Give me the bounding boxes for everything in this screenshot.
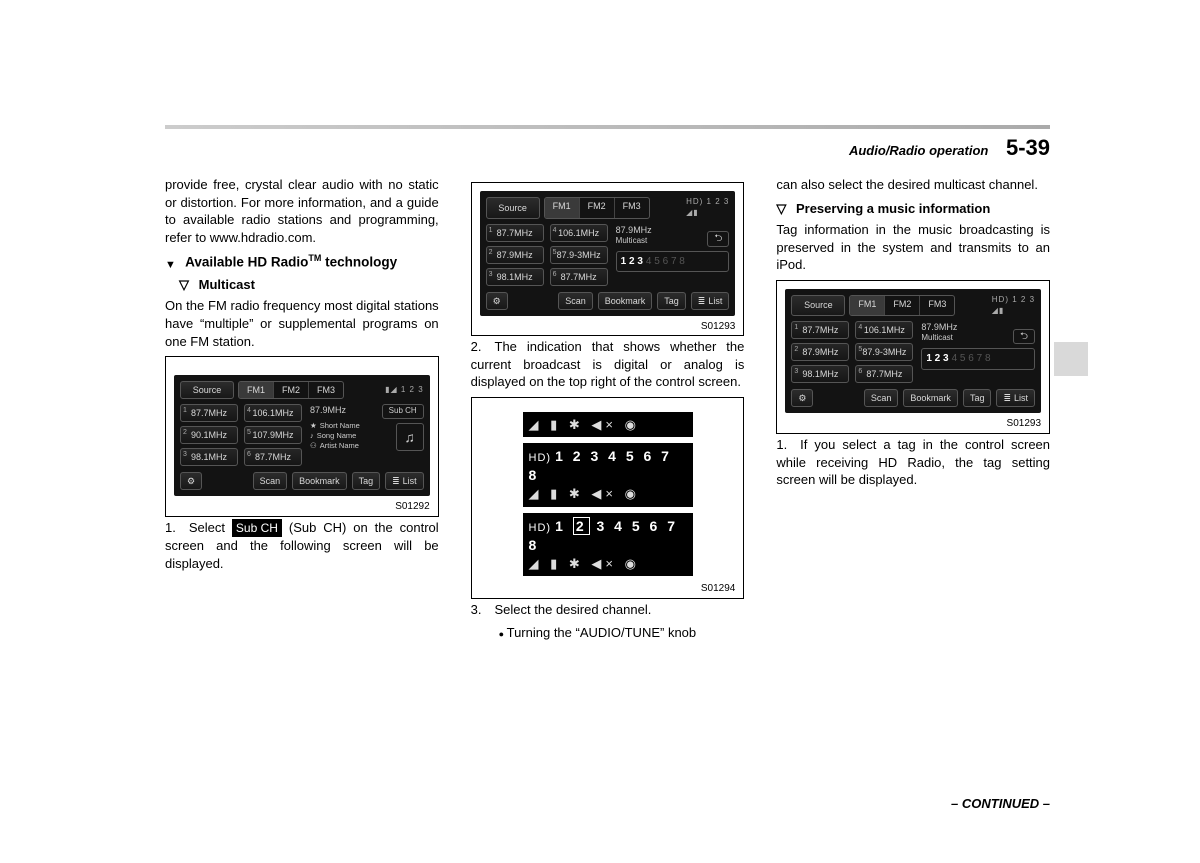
radio-screenshot-2: Source FM1 FM2 FM3 HD) 1 2 3◢▮ 187.7MHz … <box>480 191 736 316</box>
figure-radio-subch: Source FM1 FM2 FM3 ▮◢ 1 2 3 187.7MHz 290… <box>165 356 439 517</box>
hd-channels: 1 2 3 4 5 6 7 8 <box>529 448 672 483</box>
figure-radio-multicast-2: Source FM1 FM2 FM3 HD) 1 2 3◢▮ 187.7MHz … <box>776 280 1050 434</box>
step-3-bullets: Turning the “AUDIO/TUNE” knob <box>471 624 745 642</box>
song-name: ♪Song Name <box>310 431 390 441</box>
triangle-open-icon-2: ▽ <box>776 201 786 216</box>
triangle-open-icon: ▽ <box>179 277 189 292</box>
preset-6: 687.7MHz <box>244 448 302 466</box>
figure-radio-multicast: Source FM1 FM2 FM3 HD) 1 2 3◢▮ 187.7MHz … <box>471 182 745 336</box>
list-icon-2: ≣ <box>698 295 706 307</box>
content-columns: provide free, crystal clear audio with n… <box>165 176 1050 642</box>
heading-text-post: technology <box>321 255 397 270</box>
person-icon: ⚇ <box>310 441 317 451</box>
heading-preserving: ▽ Preserving a music information <box>776 200 1050 218</box>
music-icon: ♫ <box>396 423 424 451</box>
preserve-body: Tag information in the music broadcastin… <box>776 221 1050 274</box>
figure-status-indicators: ◢ ▮ ✱ ◀× ◉ HD) 1 2 3 4 5 6 7 8 ◢ ▮ ✱ ◀× … <box>471 397 745 599</box>
page-number: 5-39 <box>1006 135 1050 160</box>
tab-fm3: FM3 <box>309 382 343 398</box>
tab-fm1: FM1 <box>239 382 274 398</box>
artist-name: ⚇Artist Name <box>310 441 390 451</box>
multicast-body: On the FM radio frequency most digital s… <box>165 297 439 350</box>
back-button: ⮌ <box>707 231 729 247</box>
band-tabs: FM1 FM2 FM3 <box>238 381 344 399</box>
column-2: Source FM1 FM2 FM3 HD) 1 2 3◢▮ 187.7MHz … <box>471 176 745 642</box>
figure-code-1: S01292 <box>174 500 430 514</box>
triangle-icon: ▼ <box>165 258 176 273</box>
heading-text-pre: Available HD Radio <box>185 255 308 270</box>
settings-button-2: ⚙ <box>486 292 508 310</box>
preset-5: 5107.9MHz <box>244 426 302 444</box>
status-row-3: HD) 1 2 3 4 5 6 7 8 ◢ ▮ ✱ ◀× ◉ <box>523 513 693 576</box>
preset-4: 4106.1MHz <box>244 404 302 422</box>
tab-fm2: FM2 <box>274 382 309 398</box>
status-icons: ▮◢ 1 2 3 <box>385 381 424 399</box>
tag-button: Tag <box>352 472 381 490</box>
step-1-text: 1. Select Sub CH (Sub CH) on the control… <box>165 519 439 572</box>
radio-screenshot-1: Source FM1 FM2 FM3 ▮◢ 1 2 3 187.7MHz 290… <box>174 375 430 496</box>
subch-button: Sub CH <box>382 404 424 419</box>
list-button: ≣List <box>385 472 424 490</box>
tm-mark: TM <box>308 253 321 263</box>
page-header: Audio/Radio operation 5-39 <box>849 135 1050 161</box>
subch-inline-button: Sub CH <box>232 519 282 537</box>
status-icons-2: HD) 1 2 3◢▮ <box>686 197 729 219</box>
multicast-channels: 1 2 3 4 5 6 7 8 <box>616 251 730 273</box>
source-button-2: Source <box>486 197 540 219</box>
step-2-text: 2. The indication that shows whether the… <box>471 338 745 391</box>
step-3-text: 3. Select the desired channel. <box>471 601 745 619</box>
col3-step-1: 1. If you select a tag in the control sc… <box>776 436 1050 489</box>
bullet-audio-tune: Turning the “AUDIO/TUNE” knob <box>499 624 745 642</box>
list-icon: ≣ <box>392 475 400 487</box>
note-icon-small: ♪ <box>310 431 314 441</box>
figure-code-4: S01293 <box>785 417 1041 431</box>
heading-multicast-text: Multicast <box>199 277 255 292</box>
short-name: ★Short Name <box>310 421 390 431</box>
bookmark-button: Bookmark <box>292 472 347 490</box>
heading-preserving-text: Preserving a music information <box>796 201 990 216</box>
section-title: Audio/Radio operation <box>849 143 988 158</box>
continued-label: – CONTINUED – <box>951 796 1050 811</box>
figure-code-3: S01294 <box>480 582 736 596</box>
now-playing-info-2: 87.9MHz Multicast ⮌ 1 2 3 4 5 6 7 8 <box>614 224 730 286</box>
status-row-1: ◢ ▮ ✱ ◀× ◉ <box>523 412 693 438</box>
thumb-tab <box>1054 342 1088 376</box>
intro-paragraph: provide free, crystal clear audio with n… <box>165 176 439 246</box>
column-1: provide free, crystal clear audio with n… <box>165 176 439 642</box>
leadin-text: can also select the desired multicast ch… <box>776 176 1050 194</box>
back-button-2: ⮌ <box>1013 329 1035 345</box>
figure-code-2: S01293 <box>480 320 736 334</box>
hd-badge-2: HD) <box>529 522 552 534</box>
now-playing-info: 87.9MHz Sub CH ★Short Name ♪Song Name ⚇A… <box>308 404 424 466</box>
preset-3: 398.1MHz <box>180 448 238 466</box>
icons-signal-battery-bt-mute-disc: ◢ ▮ ✱ ◀× ◉ <box>529 416 687 434</box>
settings-button: ⚙ <box>180 472 202 490</box>
current-freq: 87.9MHz <box>310 404 346 416</box>
star-icon: ★ <box>310 421 317 431</box>
preset-1: 187.7MHz <box>180 404 238 422</box>
column-3: can also select the desired multicast ch… <box>776 176 1050 642</box>
header-rule <box>165 125 1050 129</box>
scan-button: Scan <box>253 472 288 490</box>
hd-badge: HD) <box>529 452 552 464</box>
radio-screenshot-3: Source FM1 FM2 FM3 HD) 1 2 3◢▮ 187.7MHz … <box>785 289 1041 414</box>
multicast-label: Multicast <box>616 236 652 247</box>
preset-2: 290.1MHz <box>180 426 238 444</box>
band-tabs-2: FM1 FM2 FM3 <box>544 197 650 219</box>
status-row-2: HD) 1 2 3 4 5 6 7 8 ◢ ▮ ✱ ◀× ◉ <box>523 443 693 506</box>
heading-multicast: ▽ Multicast <box>179 276 439 294</box>
source-button: Source <box>180 381 234 399</box>
heading-available-hd: ▼ Available HD RadioTM technology <box>165 252 439 272</box>
